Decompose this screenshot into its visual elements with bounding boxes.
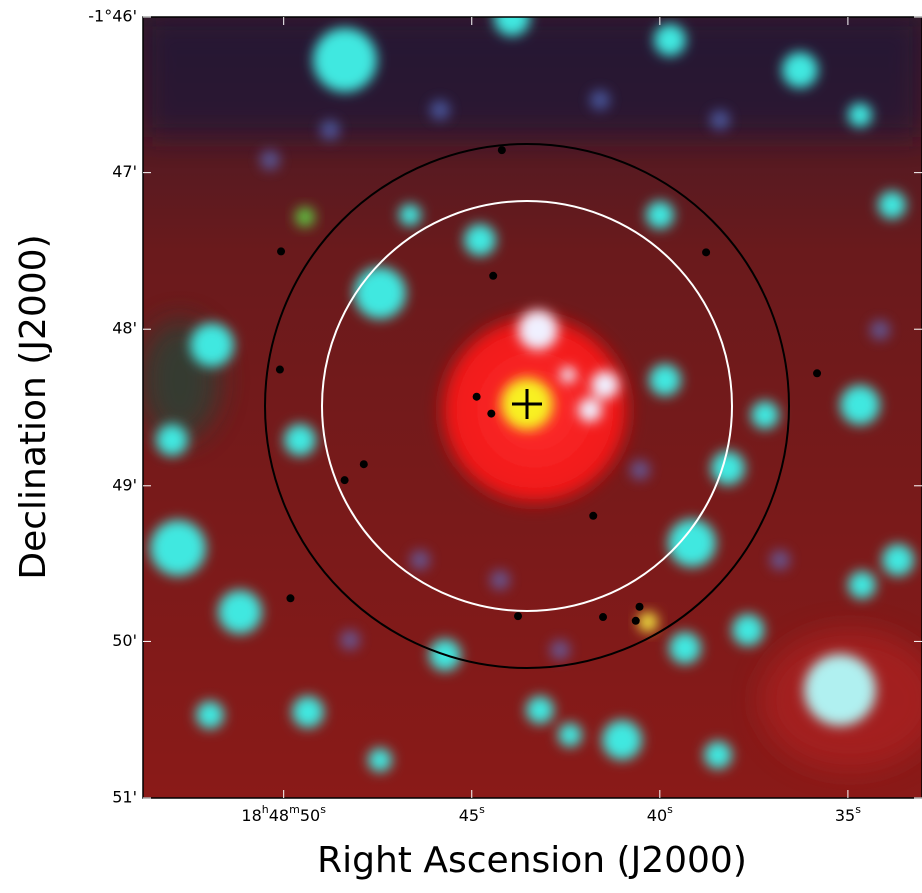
sky-image	[143, 17, 922, 798]
point	[489, 271, 498, 280]
point	[487, 409, 496, 418]
point	[514, 612, 523, 621]
x-axis-label: Right Ascension (J2000)	[317, 840, 747, 881]
frame	[142, 16, 922, 799]
point	[589, 511, 598, 520]
x-tick-label: 18h48m50s	[241, 803, 326, 825]
y-tick-label: 51'	[112, 788, 137, 807]
y-tick-label: 47'	[112, 162, 137, 181]
x-tick-label: 40s	[647, 803, 673, 825]
y-tick-label: 49'	[112, 475, 137, 494]
point	[702, 248, 711, 257]
y-tick-label: -1°46'	[88, 7, 137, 26]
point	[497, 146, 506, 155]
point	[631, 616, 640, 625]
point	[275, 365, 284, 374]
y-tick-label: 48'	[112, 319, 137, 338]
x-tick-label: 45s	[459, 803, 485, 825]
y-axis-label: Declination (J2000)	[13, 234, 54, 579]
point	[635, 602, 644, 611]
point	[599, 613, 608, 622]
point	[286, 594, 295, 603]
point	[472, 392, 481, 401]
point	[340, 476, 349, 485]
point	[277, 247, 286, 256]
x-tick-label: 35s	[835, 803, 861, 825]
y-tick-label: 50'	[112, 631, 137, 650]
point	[359, 460, 368, 469]
point	[813, 369, 822, 378]
